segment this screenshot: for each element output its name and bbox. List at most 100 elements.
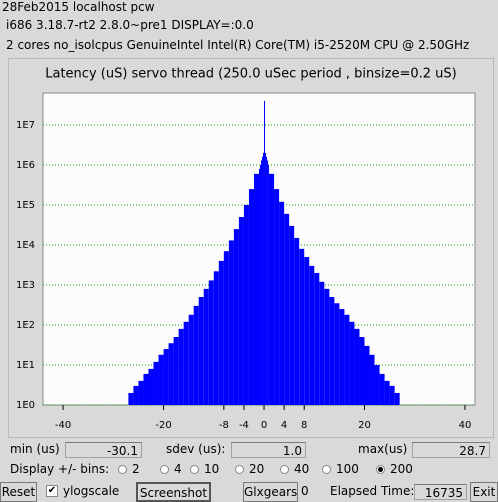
bar — [349, 321, 355, 405]
bar — [261, 160, 263, 405]
elapsed-label: Elapsed Time: — [330, 484, 415, 498]
bar — [394, 392, 400, 405]
bar — [379, 373, 385, 405]
bar — [324, 288, 330, 405]
bar — [284, 213, 290, 405]
bar — [243, 204, 249, 405]
y-tick-label: 1E7 — [16, 120, 35, 131]
bar — [264, 100, 266, 405]
screenshot-button[interactable]: Screenshot — [136, 482, 211, 502]
bar — [138, 380, 144, 405]
bar — [223, 251, 229, 405]
ylogscale-checkbox[interactable]: ✔ ylogscale — [46, 484, 119, 498]
bins-radio[interactable]: 20 — [235, 462, 264, 476]
bar — [128, 392, 134, 405]
radio-dot — [322, 464, 331, 474]
radio-label: 20 — [249, 462, 265, 476]
bar — [329, 297, 335, 405]
sdev-value: 1.0 — [231, 442, 306, 458]
bar — [364, 345, 370, 405]
header-line: 28Feb2015 localhost pcw — [2, 0, 155, 14]
bar — [173, 337, 179, 405]
bar — [203, 288, 209, 405]
max-value: 28.7 — [412, 442, 490, 458]
bar — [314, 272, 320, 405]
bar — [274, 189, 280, 405]
y-tick-label: 1E1 — [16, 360, 35, 371]
bins-radio[interactable]: 200 — [376, 462, 413, 476]
x-tick-label: -8 — [219, 420, 229, 431]
bar — [299, 248, 305, 405]
bar — [359, 337, 365, 405]
radio-dot — [118, 464, 127, 474]
radio-label: 40 — [294, 462, 310, 476]
radio-dot — [280, 464, 289, 474]
bar — [158, 354, 164, 405]
bar — [218, 260, 224, 405]
bar — [188, 314, 194, 405]
bar — [369, 354, 375, 405]
bar — [334, 303, 340, 405]
bins-radio[interactable]: 100 — [322, 462, 359, 476]
bar — [384, 380, 390, 405]
bar — [265, 152, 267, 405]
glxgears-count: 0 — [301, 484, 309, 498]
x-tick-label: 20 — [358, 420, 371, 431]
bar — [183, 321, 189, 405]
min-label: min (us) — [10, 442, 60, 456]
radio-label: 100 — [336, 462, 359, 476]
bins-radio[interactable]: 10 — [190, 462, 219, 476]
bar — [260, 164, 262, 405]
elapsed-value: 16735 — [414, 484, 467, 500]
radio-dot — [235, 464, 244, 474]
header-line: 2 cores no_isolcpus GenuineIntel Intel(R… — [6, 38, 470, 52]
bar — [198, 297, 204, 405]
checkbox-label: ylogscale — [63, 484, 120, 498]
bar — [268, 164, 270, 405]
bar — [253, 173, 259, 405]
y-tick-label: 1E6 — [16, 160, 35, 171]
bar — [279, 201, 285, 405]
bar — [193, 305, 199, 405]
bar — [208, 280, 214, 405]
x-tick-label: -20 — [155, 420, 171, 431]
x-tick-label: 4 — [281, 420, 287, 431]
bar — [344, 314, 350, 405]
bins-radio[interactable]: 4 — [160, 462, 182, 476]
bar — [238, 217, 244, 405]
y-tick-label: 1E4 — [16, 240, 35, 251]
glxgears-button[interactable]: Glxgears — [243, 482, 298, 502]
radio-dot — [190, 464, 199, 474]
bar — [389, 385, 395, 405]
bar — [294, 237, 300, 405]
x-tick-label: 0 — [261, 420, 267, 431]
radio-label: 4 — [174, 462, 182, 476]
bins-label: Display +/- bins: — [10, 462, 110, 476]
bar — [304, 257, 310, 405]
bar — [374, 364, 380, 405]
y-tick-label: 1E2 — [16, 320, 35, 331]
x-tick-label: -4 — [239, 420, 249, 431]
bar — [233, 229, 239, 405]
bar — [153, 361, 159, 405]
bins-radio[interactable]: 40 — [280, 462, 309, 476]
bar — [319, 281, 325, 405]
bar — [133, 385, 139, 405]
max-label: max(us) — [358, 442, 408, 456]
min-value: -30.1 — [65, 442, 142, 458]
bins-radio[interactable]: 2 — [118, 462, 140, 476]
bar — [267, 160, 269, 405]
radio-dot — [160, 464, 169, 474]
radio-dot — [376, 464, 385, 474]
bar — [248, 189, 254, 405]
bar — [309, 265, 315, 405]
y-tick-label: 1E5 — [16, 200, 35, 211]
bar — [168, 343, 174, 405]
bar — [354, 328, 360, 405]
sdev-label: sdev (us): — [166, 442, 226, 456]
bar — [163, 349, 169, 405]
reset-button[interactable]: Reset — [0, 482, 37, 502]
exit-button[interactable]: Exit — [470, 482, 498, 502]
radio-label: 200 — [390, 462, 413, 476]
